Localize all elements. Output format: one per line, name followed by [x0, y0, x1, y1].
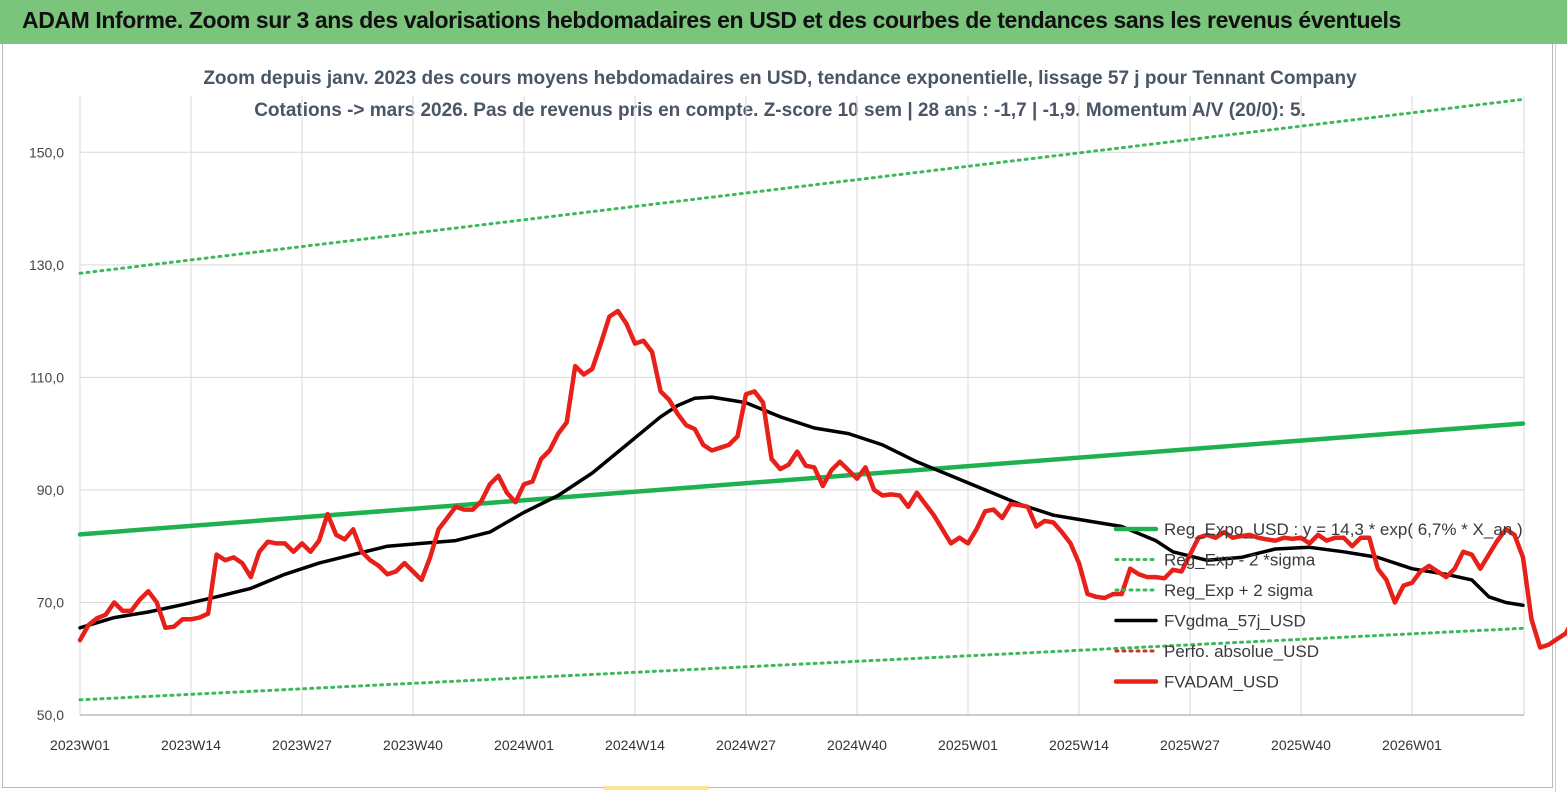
sheet-tab-highlight — [603, 786, 709, 790]
y-tick-label: 110,0 — [30, 369, 64, 385]
legend-label: Reg_Expo_USD : y = 14,3 * exp( 6,7% * X_… — [1164, 520, 1523, 539]
x-tick-label: 2026W01 — [1382, 737, 1442, 753]
legend-label: FVADAM_USD — [1164, 673, 1279, 692]
x-tick-label: 2025W40 — [1271, 737, 1331, 753]
y-tick-label: 150,0 — [29, 144, 64, 160]
series-line-reg-expo-usd — [77, 421, 1526, 537]
x-tick-label: 2023W01 — [50, 737, 110, 753]
x-tick-label: 2024W14 — [605, 737, 665, 753]
legend-label: Reg_Exp + 2 sigma — [1164, 581, 1313, 600]
scrollbar-strip[interactable] — [1555, 44, 1567, 792]
x-tick-label: 2025W27 — [1160, 737, 1220, 753]
report-title: ADAM Informe. Zoom sur 3 ans des valoris… — [22, 7, 1401, 33]
y-tick-label: 50,0 — [37, 707, 64, 723]
x-tick-label: 2024W27 — [716, 737, 776, 753]
x-tick-label: 2023W40 — [383, 737, 443, 753]
series-line-reg-exp — [78, 97, 1525, 275]
series-line-fvgdma-57j-usd — [78, 395, 1525, 630]
y-tick-label: 70,0 — [37, 594, 64, 610]
x-tick-label: 2025W01 — [938, 737, 998, 753]
chart-title-line1: Zoom depuis janv. 2023 des cours moyens … — [203, 68, 1357, 89]
series-line-fvadam-usd — [77, 308, 1567, 650]
chart-title-line2: Cotations -> mars 2026. Pas de revenus p… — [254, 100, 1306, 121]
x-tick-label: 2025W14 — [1049, 737, 1109, 753]
legend-label: Reg_Exp - 2 *sigma — [1164, 551, 1316, 570]
y-tick-label: 130,0 — [29, 257, 64, 273]
series-line-reg-exp — [78, 626, 1525, 702]
x-tick-label: 2023W27 — [272, 737, 332, 753]
legend-label: FVgdma_57j_USD — [1164, 612, 1306, 631]
title-banner: ADAM Informe. Zoom sur 3 ans des valoris… — [0, 0, 1567, 44]
legend-label: Perfo. absolue_USD — [1164, 642, 1319, 661]
y-tick-label: 90,0 — [37, 482, 64, 498]
x-tick-label: 2023W14 — [161, 737, 221, 753]
chart-panel — [2, 44, 1553, 788]
x-tick-label: 2024W01 — [494, 737, 554, 753]
x-tick-label: 2024W40 — [827, 737, 887, 753]
